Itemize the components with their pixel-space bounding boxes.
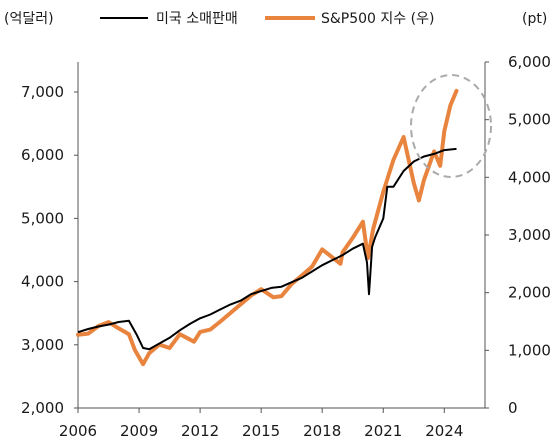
left-tick-label: 7,000 (21, 83, 64, 101)
left-tick-label: 2,000 (21, 399, 64, 417)
right-axis-unit: (pt) (522, 11, 547, 27)
x-tick-label: 2009 (120, 422, 158, 440)
left-tick-label: 3,000 (21, 336, 64, 354)
legend-label-sp500: S&P500 지수 (우) (321, 11, 434, 27)
right-tick-label: 6,000 (508, 53, 551, 71)
legend-label-retail: 미국 소매판매 (156, 11, 238, 27)
right-tick-label: 0 (508, 399, 518, 417)
right-tick-label: 4,000 (508, 168, 551, 186)
retail-sales-series-line (77, 147, 457, 351)
x-tick-label: 2021 (364, 422, 402, 440)
left-tick-label: 6,000 (21, 146, 64, 164)
sp500-series-line (76, 88, 459, 367)
right-tick-label: 2,000 (508, 284, 551, 302)
x-tick-label: 2012 (181, 422, 219, 440)
left-axis-unit: (억달러) (4, 11, 54, 27)
right-tick-label: 3,000 (508, 226, 551, 244)
highlight-dashed-circle (410, 74, 492, 178)
left-tick-label: 5,000 (21, 209, 64, 227)
x-tick-label: 2015 (242, 422, 280, 440)
x-tick-label: 2006 (59, 422, 97, 440)
right-tick-label: 1,000 (508, 341, 551, 359)
right-tick-label: 5,000 (508, 111, 551, 129)
x-tick-label: 2024 (425, 422, 463, 440)
x-tick-label: 2018 (303, 422, 341, 440)
left-tick-label: 4,000 (21, 273, 64, 291)
